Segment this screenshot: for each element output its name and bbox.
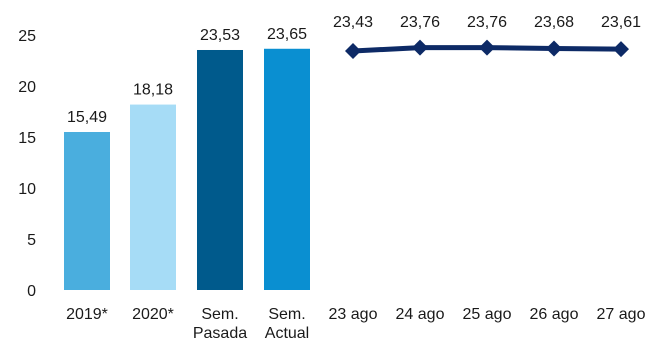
line-point-marker <box>546 40 562 56</box>
line-data-label: 23,68 <box>534 14 574 31</box>
x-category-label: 27 ago <box>597 306 646 323</box>
line-point-marker <box>345 43 361 59</box>
bar <box>64 132 110 290</box>
line-data-label: 23,43 <box>333 14 373 31</box>
x-category-label: Sem. Actual <box>265 306 309 340</box>
bar <box>130 105 176 290</box>
bar-data-label: 23,53 <box>200 27 240 44</box>
line-data-label: 23,76 <box>467 14 507 31</box>
bar-series <box>64 49 310 290</box>
x-category-label: 24 ago <box>396 306 445 323</box>
line-point-marker <box>479 40 495 56</box>
y-tick-label: 10 <box>18 181 36 198</box>
x-category-label: 26 ago <box>530 306 579 323</box>
y-tick-label: 15 <box>18 130 36 147</box>
x-category-label: 2020* <box>132 306 174 323</box>
x-category-label: 23 ago <box>329 306 378 323</box>
bar <box>197 50 243 290</box>
line-point-marker <box>412 40 428 56</box>
line-data-label: 23,76 <box>400 14 440 31</box>
y-tick-label: 20 <box>18 79 36 96</box>
y-tick-label: 0 <box>27 283 36 300</box>
bar-data-label: 23,65 <box>267 26 307 43</box>
y-tick-label: 25 <box>18 28 36 45</box>
line-data-label: 23,61 <box>601 14 641 31</box>
bar <box>264 49 310 290</box>
bar-data-label: 15,49 <box>67 109 107 126</box>
x-category-label: 25 ago <box>463 306 512 323</box>
line-series <box>345 40 629 59</box>
line-point-marker <box>613 41 629 57</box>
y-axis: 0 5 10 15 20 25 <box>18 28 36 300</box>
y-tick-label: 5 <box>27 232 36 249</box>
x-axis-labels: 2019* 2020* Sem. Pasada Sem. Actual 23 ago 24 a… <box>66 306 645 340</box>
x-category-label: 2019* <box>66 306 108 323</box>
x-category-label: Sem. Pasada <box>193 306 247 340</box>
bar-data-label: 18,18 <box>133 82 173 99</box>
